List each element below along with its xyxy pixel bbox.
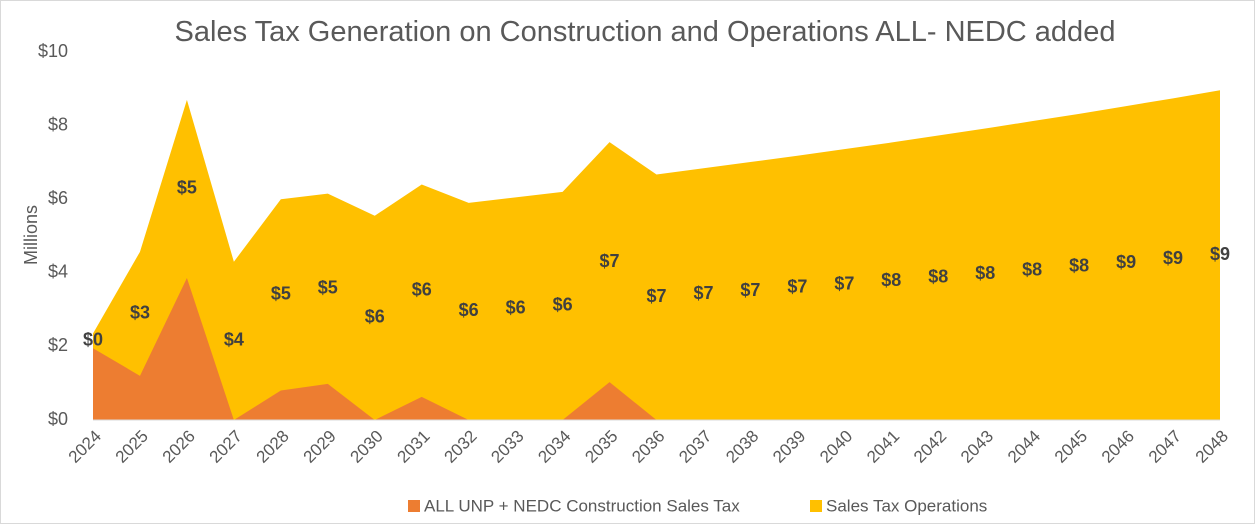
data-label: $0 [83,330,103,350]
data-label: $7 [787,277,807,297]
data-label: $8 [975,263,995,283]
data-label: $6 [365,307,385,327]
y-tick-label: $2 [48,335,68,355]
data-label: $8 [928,267,948,287]
data-label: $6 [459,300,479,320]
data-label: $5 [177,178,197,198]
y-tick-label: $8 [48,114,68,134]
data-label: $8 [881,270,901,290]
area [93,277,1220,420]
data-label: $9 [1163,248,1183,268]
y-tick-label: $10 [38,41,68,61]
y-tick-label: $0 [48,409,68,429]
chart-title: Sales Tax Generation on Construction and… [174,16,1116,48]
data-label: $7 [693,283,713,303]
data-label: $8 [1022,259,1042,279]
data-label: $7 [600,251,620,271]
area [93,90,1220,420]
data-label: $6 [506,297,526,317]
data-label: $4 [224,330,244,350]
y-axis-label: Millions [21,205,41,265]
data-label: $5 [271,284,291,304]
legend-swatch [810,500,822,512]
legend-swatch [408,500,420,512]
data-label: $8 [1069,256,1089,276]
data-label: $9 [1116,252,1136,272]
legend-label: Sales Tax Operations [826,496,987,515]
legend-label: ALL UNP + NEDC Construction Sales Tax [424,496,740,515]
data-label: $3 [130,303,150,323]
y-tick-label: $6 [48,188,68,208]
data-label: $6 [412,279,432,299]
data-label: $5 [318,278,338,298]
y-tick-label: $4 [48,262,68,282]
data-label: $9 [1210,244,1230,264]
data-label: $6 [553,295,573,315]
data-label: $7 [646,286,666,306]
data-label: $7 [834,273,854,293]
data-label: $7 [740,280,760,300]
